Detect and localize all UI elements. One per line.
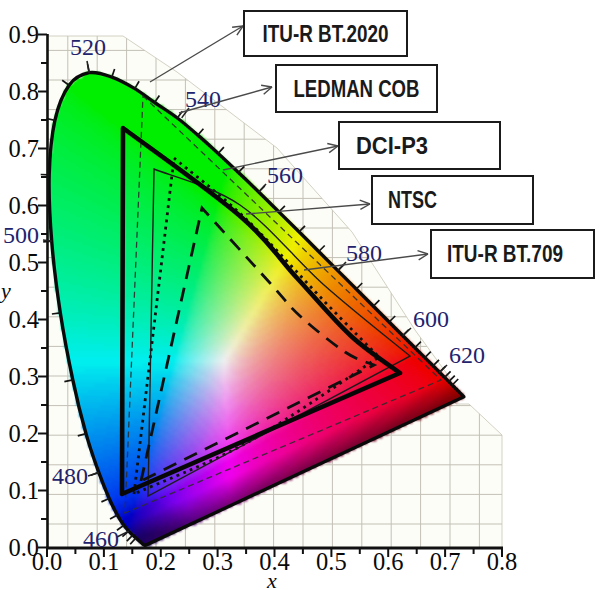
svg-text:0.2: 0.2	[145, 548, 176, 575]
svg-text:0.7: 0.7	[8, 135, 39, 162]
svg-text:0.3: 0.3	[8, 363, 39, 390]
svg-text:520: 520	[70, 34, 106, 60]
svg-text:0.8: 0.8	[8, 78, 39, 105]
svg-text:x: x	[266, 568, 277, 590]
svg-text:0.6: 0.6	[373, 548, 404, 575]
svg-text:480: 480	[52, 463, 88, 489]
svg-text:500: 500	[3, 222, 39, 248]
svg-text:0.7: 0.7	[430, 548, 461, 575]
svg-text:0.2: 0.2	[8, 420, 39, 447]
svg-text:0.9: 0.9	[8, 21, 39, 48]
svg-text:LEDMAN COB: LEDMAN COB	[294, 76, 420, 102]
svg-text:0.1: 0.1	[8, 477, 39, 504]
svg-text:0.0: 0.0	[32, 548, 63, 575]
svg-text:600: 600	[413, 306, 449, 332]
svg-text:540: 540	[185, 86, 221, 112]
svg-text:0.1: 0.1	[89, 548, 120, 575]
svg-text:DCI-P3: DCI-P3	[356, 133, 428, 159]
svg-text:0.5: 0.5	[8, 249, 39, 276]
svg-text:0.3: 0.3	[202, 548, 233, 575]
svg-text:ITU-R BT.2020: ITU-R BT.2020	[263, 21, 389, 47]
svg-text:0.6: 0.6	[8, 192, 39, 219]
svg-text:620: 620	[449, 342, 485, 368]
svg-text:560: 560	[267, 162, 303, 188]
svg-text:ITU-R BT.709: ITU-R BT.709	[447, 241, 563, 267]
svg-text:0.5: 0.5	[316, 548, 347, 575]
svg-text:0.8: 0.8	[487, 548, 518, 575]
svg-text:460: 460	[83, 526, 119, 552]
svg-text:y: y	[0, 278, 11, 303]
svg-text:0.4: 0.4	[8, 306, 39, 333]
svg-text:NTSC: NTSC	[388, 187, 437, 213]
